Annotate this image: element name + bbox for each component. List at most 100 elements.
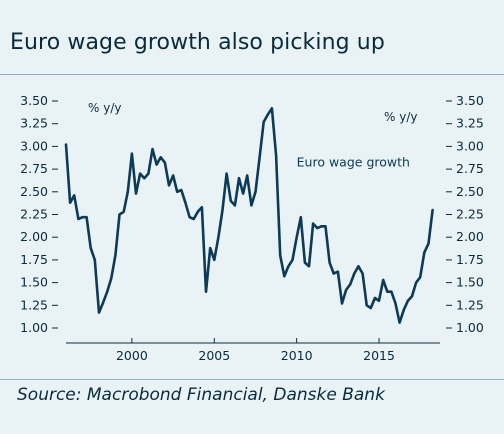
- data-point: [102, 302, 104, 304]
- data-point: [370, 307, 372, 309]
- data-point: [114, 254, 116, 256]
- series-points: [65, 107, 434, 324]
- right-y-tick-label: 2.50: [456, 184, 484, 199]
- data-point: [205, 291, 207, 293]
- data-point: [168, 184, 170, 186]
- series-line-euro-wage-growth: [64, 107, 434, 324]
- left-y-tick-label: 2.00: [20, 229, 48, 244]
- x-axis: 2000 2005 2010 2015: [116, 338, 395, 363]
- right-y-tick-label: 2.75: [456, 161, 484, 176]
- left-y-tick-label: 1.50: [20, 275, 48, 290]
- data-point: [304, 262, 306, 264]
- data-point: [366, 304, 368, 306]
- data-point: [197, 211, 199, 213]
- data-point: [201, 206, 203, 208]
- data-point: [320, 225, 322, 227]
- series-label-euro-wage-growth: Euro wage growth: [297, 154, 410, 169]
- data-point: [246, 174, 248, 177]
- left-y-tick-label: 3.00: [20, 138, 48, 153]
- line-chart: 1.00 1.25 1.50 1.75 2.00 2.25 2.50 2.75 3.00 3.25…: [20, 93, 484, 363]
- data-point: [357, 265, 359, 267]
- data-point: [230, 200, 232, 202]
- left-y-tick-label: 3.50: [20, 93, 48, 108]
- data-point: [81, 216, 84, 218]
- right-y-tick-label: 3.50: [456, 93, 484, 108]
- data-point: [98, 312, 100, 314]
- right-y-tick-label: 1.25: [456, 297, 484, 312]
- data-point: [267, 114, 269, 116]
- data-point: [217, 236, 219, 238]
- data-point: [296, 236, 298, 238]
- data-point: [419, 276, 421, 278]
- data-point: [242, 193, 244, 195]
- data-point: [259, 156, 261, 158]
- left-y-tick-label: 1.00: [20, 320, 48, 335]
- right-y-tick-label: 2.25: [456, 207, 484, 222]
- data-point: [234, 204, 236, 206]
- data-point: [127, 191, 129, 193]
- data-point: [250, 204, 252, 206]
- right-y-tick-label: 3.00: [456, 138, 484, 153]
- data-point: [300, 216, 302, 218]
- data-point: [291, 259, 294, 261]
- data-point: [432, 209, 434, 211]
- data-point: [160, 156, 162, 158]
- data-point: [193, 218, 195, 220]
- left-y-axis: 1.00 1.25 1.50 1.75 2.00 2.25 2.50 2.75 3.00 3.25…: [20, 93, 58, 335]
- data-point: [362, 272, 364, 275]
- data-point: [123, 211, 125, 213]
- right-y-tick-label: 2.00: [456, 229, 484, 244]
- data-point: [172, 174, 174, 177]
- data-point: [287, 265, 289, 267]
- data-point: [337, 271, 339, 273]
- data-point: [176, 191, 178, 193]
- data-point: [279, 254, 281, 256]
- left-y-tick-label: 1.75: [20, 252, 48, 267]
- data-point: [378, 300, 380, 302]
- data-point: [312, 223, 314, 225]
- data-point: [65, 144, 67, 146]
- data-point: [271, 107, 273, 109]
- data-point: [86, 216, 88, 218]
- right-y-tick-label: 3.25: [456, 116, 484, 131]
- data-point: [131, 153, 133, 155]
- data-point: [415, 282, 417, 284]
- data-point: [94, 259, 96, 261]
- data-point: [156, 164, 158, 166]
- data-point: [110, 277, 112, 279]
- right-y-axis: 1.00 1.25 1.50 1.75 2.00 2.25 2.50 2.75 3.00 3.25…: [446, 93, 484, 335]
- x-tick-label: 2015: [363, 348, 395, 363]
- left-y-tick-label: 1.25: [20, 297, 48, 312]
- data-point: [189, 216, 191, 218]
- data-point: [386, 291, 388, 293]
- data-point: [423, 252, 425, 254]
- left-y-tick-label: 2.25: [20, 207, 48, 222]
- data-point: [263, 121, 265, 123]
- right-unit-label: % y/y: [384, 110, 417, 124]
- data-point: [118, 213, 121, 216]
- right-y-tick-label: 1.75: [456, 252, 484, 267]
- data-point: [69, 202, 71, 204]
- data-point: [394, 302, 397, 305]
- data-point: [184, 202, 186, 204]
- title-divider: [0, 74, 504, 75]
- data-point: [324, 225, 327, 227]
- data-point: [316, 227, 318, 229]
- data-point: [221, 209, 224, 211]
- data-point: [226, 173, 228, 175]
- data-point: [238, 177, 240, 179]
- data-point: [254, 191, 257, 193]
- x-tick-label: 2010: [281, 348, 313, 363]
- data-point: [427, 243, 430, 245]
- data-point: [213, 259, 215, 261]
- data-point: [283, 275, 285, 277]
- data-point: [275, 154, 277, 157]
- data-point: [353, 272, 355, 275]
- data-point: [349, 283, 351, 285]
- data-point: [90, 247, 92, 249]
- data-point: [143, 177, 145, 179]
- left-y-tick-label: 2.75: [20, 161, 48, 176]
- data-point: [151, 148, 154, 150]
- data-point: [403, 309, 405, 311]
- data-point: [180, 189, 182, 191]
